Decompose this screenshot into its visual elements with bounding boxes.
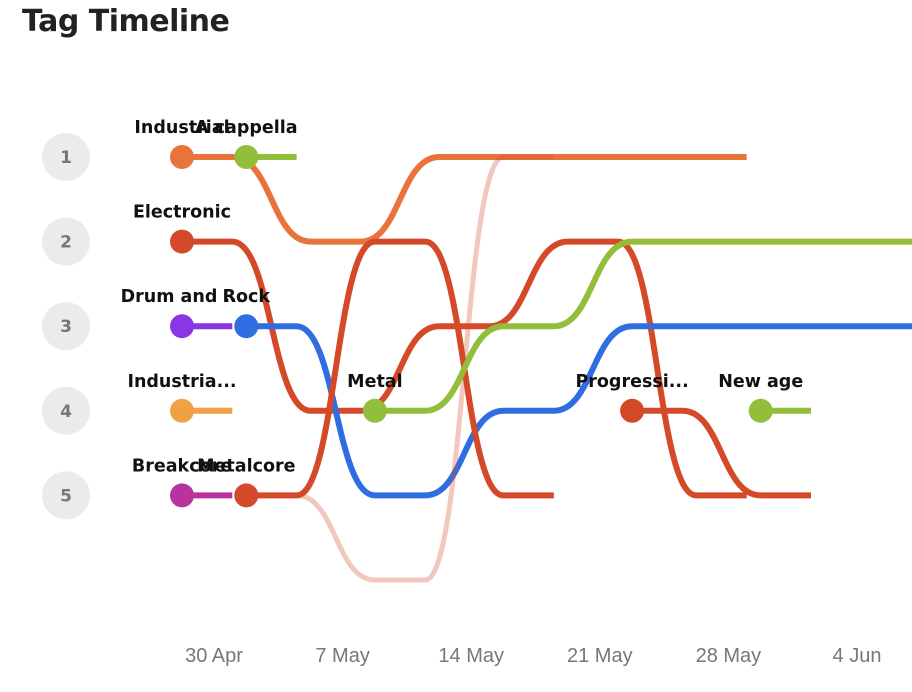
rank-1-circle [42, 133, 90, 181]
series-metalcore-start-dot [234, 483, 259, 508]
x-axis: 30 Apr 7 May 14 May 21 May 28 May 4 Jun [185, 645, 881, 667]
series-electronic-line [182, 238, 747, 499]
rank-5-circle [42, 471, 90, 520]
series-metal-label: Metal [347, 372, 402, 392]
series-metalcore-line [246, 238, 554, 499]
series-progressi-line [632, 407, 811, 499]
series-rock-label: Rock [223, 287, 271, 307]
series-new-age-start-dot [748, 398, 773, 423]
series-new-age-label: New age [718, 372, 803, 392]
rank-2-circle [42, 217, 90, 266]
rank-1-label: 1 [60, 148, 72, 168]
series-lines [182, 154, 912, 583]
series-progressi-start-dot [620, 398, 645, 423]
rank-3-circle [42, 302, 90, 351]
series-metal-line [374, 238, 912, 414]
series-drum-and-start-dot [170, 314, 194, 339]
rank-axis: 1 2 3 4 5 [42, 133, 90, 520]
series-metalcore-label: Metalcore [197, 456, 295, 476]
series-metal-start-dot [362, 398, 387, 423]
x-tick-4-jun: 4 Jun [833, 645, 882, 667]
series-start-dots [170, 145, 773, 508]
x-tick-14-may: 14 May [438, 645, 504, 667]
series-breakcore-label: Breakcore [132, 456, 232, 476]
rank-4-label: 4 [60, 402, 72, 422]
series-rock-start-dot [234, 314, 259, 339]
series-a-cappella-label: A cappella [195, 118, 298, 138]
series-industrial-start-dot [170, 145, 194, 169]
series-metalcore-faded-line [246, 154, 554, 583]
series-progressi-label: Progressi... [575, 372, 688, 392]
x-tick-30-apr: 30 Apr [185, 645, 243, 667]
rank-5-label: 5 [60, 486, 72, 506]
series-breakcore-start-dot [170, 483, 194, 508]
x-tick-28-may: 28 May [696, 645, 762, 667]
series-drum-and-label: Drum and ... [121, 287, 244, 307]
series-industria-start-dot [170, 398, 194, 423]
series-electronic-start-dot [170, 229, 194, 254]
series-industria-label: Industria... [127, 372, 236, 392]
x-tick-21-may: 21 May [567, 645, 633, 667]
rank-4-circle [42, 386, 90, 435]
chart-title: Tag Timeline [22, 4, 230, 39]
series-industrial-label: Industrial [134, 118, 229, 138]
series-a-cappella-start-dot [234, 145, 259, 169]
series-industrial-line [182, 154, 747, 245]
rank-3-label: 3 [60, 317, 72, 337]
x-tick-7-may: 7 May [315, 645, 369, 667]
series-electronic-label: Electronic [133, 203, 231, 223]
rank-2-label: 2 [60, 233, 72, 253]
series-rock-line [246, 323, 912, 499]
